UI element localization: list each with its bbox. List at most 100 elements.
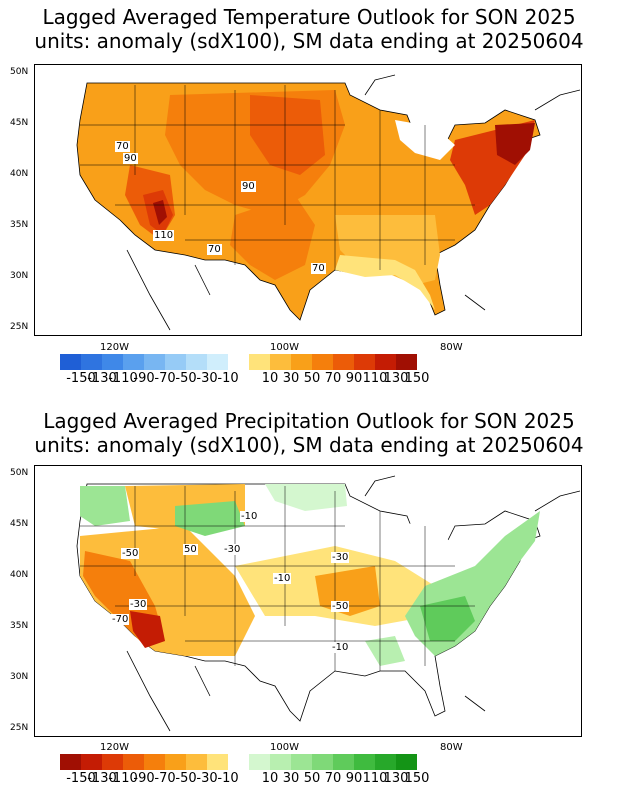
top-colorbar (60, 354, 417, 370)
colorbar-swatch-neutral (228, 754, 249, 770)
top-lat-label: 45N (10, 118, 29, 128)
bottom-contour-label: -30 (331, 552, 350, 563)
colorbar-swatch-positive (249, 354, 270, 370)
bottom-contour-label: -50 (331, 601, 350, 612)
colorbar-swatch-positive (270, 754, 291, 770)
bottom-title-line1: Lagged Averaged Precipitation Outlook fo… (43, 409, 575, 433)
colorbar-swatch-negative (123, 354, 144, 370)
utah-max-zone (153, 200, 167, 225)
colorbar-swatch-negative (207, 354, 228, 370)
top-lon-label: 80W (440, 342, 463, 353)
bottom-lat-label: 40N (10, 570, 29, 580)
top-lon-label: 120W (100, 342, 129, 353)
colorbar-tick-label: -150 (66, 771, 96, 786)
colorbar-swatch-positive (396, 754, 417, 770)
colorbar-swatch-positive (375, 754, 396, 770)
colorbar-tick-label: 90 (345, 771, 363, 786)
colorbar-tick-label: -90 (133, 371, 155, 386)
colorbar-swatch-positive (312, 354, 333, 370)
top-contour-label: 110 (153, 230, 175, 241)
coastline-outside-precip (126, 475, 581, 732)
colorbar-swatch-negative (123, 754, 144, 770)
top-colorbar-labels: -150 -130 -110 -90 -70 -50 -30 -10 10 30 50 70 90 110… (60, 371, 560, 387)
gulf-light-zone (335, 255, 435, 310)
colorbar-swatch-negative (186, 754, 207, 770)
colorbar-swatch-negative (186, 354, 207, 370)
colorbar-swatch-negative (165, 354, 186, 370)
plains-warm-zone (230, 195, 315, 280)
top-lat-label: 30N (10, 271, 29, 281)
top-contour-label: 70 (311, 263, 326, 274)
new-england-max-zone (495, 123, 535, 165)
bottom-contour-label: 50 (183, 544, 198, 555)
colorbar-tick-label: 30 (282, 371, 300, 386)
colorbar-tick-label: 70 (324, 371, 342, 386)
colorbar-tick-label: 30 (282, 771, 300, 786)
colorbar-swatch-positive (291, 754, 312, 770)
coastline-outside (126, 74, 581, 331)
bottom-contour-label: -10 (331, 642, 350, 653)
colorbar-tick-label: 10 (261, 371, 279, 386)
top-lat-label: 25N (10, 322, 29, 332)
state-boundaries (80, 85, 475, 270)
top-contour-label: 70 (207, 244, 222, 255)
bottom-contour-label: -10 (273, 573, 292, 584)
montana-wet-zone (175, 501, 245, 536)
bottom-lat-label: 45N (10, 519, 29, 529)
top-lat-label: 35N (10, 220, 29, 230)
bottom-lat-label: 30N (10, 672, 29, 682)
northern-plains-wet (265, 484, 347, 511)
precipitation-map: -10 -50 50 -30 -30 -10 -50 -30 -70 -10 (34, 465, 582, 737)
bottom-contour-label: -30 (223, 544, 242, 555)
bottom-contour-label: -70 (111, 614, 130, 625)
temperature-map: 70 90 90 110 70 70 (34, 64, 582, 336)
colorbar-tick-label: -50 (175, 371, 197, 386)
colorbar-tick-label: 130 (383, 371, 409, 386)
colorbar-swatch-positive (270, 354, 291, 370)
bottom-contour-label: -30 (129, 599, 148, 610)
bottom-contour-label: -50 (121, 548, 140, 559)
state-boundaries-precip (80, 486, 475, 671)
colorbar-tick-label: 110 (362, 371, 388, 386)
colorbar-swatch-positive (333, 754, 354, 770)
colorbar-tick-label: -30 (196, 371, 218, 386)
southeast-wet-max (420, 596, 475, 641)
top-lat-label: 50N (10, 67, 29, 77)
colorbar-swatch-positive (354, 354, 375, 370)
bottom-title-line2: units: anomaly (sdX100), SM data ending … (34, 433, 584, 457)
colorbar-tick-label: -90 (133, 771, 155, 786)
socal-dry-max (130, 611, 165, 648)
colorbar-tick-label: 150 (404, 771, 430, 786)
colorbar-tick-label: -150 (66, 371, 96, 386)
bottom-lat-label: 35N (10, 621, 29, 631)
colorbar-swatch-positive (312, 754, 333, 770)
bottom-lat-label: 50N (10, 468, 29, 478)
colorbar-swatch-negative (165, 754, 186, 770)
colorbar-tick-label: -130 (87, 771, 117, 786)
bottom-contour-label: -10 (240, 511, 259, 522)
colorbar-swatch-negative (60, 754, 81, 770)
colorbar-tick-label: -110 (108, 371, 138, 386)
colorbar-swatch-negative (207, 754, 228, 770)
colorbar-swatch-negative (81, 754, 102, 770)
top-contour-label: 90 (241, 181, 256, 192)
bottom-colorbar-labels: -150 -130 -110 -90 -70 -50 -30 -10 10 30 50 70 90 110… (60, 771, 560, 787)
colorbar-tick-label: 50 (303, 771, 321, 786)
colorbar-tick-label: 90 (345, 371, 363, 386)
bottom-lon-label: 80W (440, 742, 463, 753)
bottom-lat-label: 25N (10, 723, 29, 733)
top-lon-label: 100W (270, 342, 299, 353)
colorbar-swatch-positive (249, 754, 270, 770)
colorbar-tick-label: -10 (217, 371, 239, 386)
bottom-colorbar (60, 754, 417, 770)
colorbar-swatch-positive (291, 354, 312, 370)
colorbar-tick-label: -130 (87, 371, 117, 386)
colorbar-swatch-positive (396, 354, 417, 370)
colorbar-swatch-negative (60, 354, 81, 370)
colorbar-tick-label: 150 (404, 371, 430, 386)
top-title-line1: Lagged Averaged Temperature Outlook for … (42, 5, 576, 29)
colorbar-tick-label: 70 (324, 771, 342, 786)
colorbar-swatch-negative (102, 354, 123, 370)
colorbar-tick-label: 130 (383, 771, 409, 786)
colorbar-tick-label: -70 (154, 371, 176, 386)
